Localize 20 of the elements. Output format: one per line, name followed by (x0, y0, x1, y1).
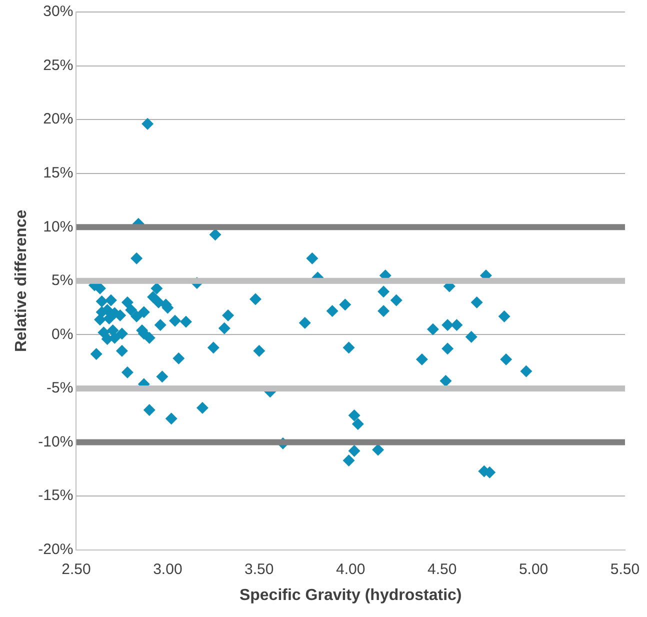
y-tick-label: 0% (52, 326, 74, 343)
x-axis-title: Specific Gravity (hydrostatic) (239, 586, 462, 604)
x-tick-label: 5.50 (610, 560, 640, 578)
x-tick-label: 3.00 (153, 560, 182, 578)
x-tick-label: 2.50 (62, 560, 91, 578)
y-tick-label: 30% (43, 3, 74, 20)
y-tick-label: 5% (52, 272, 74, 290)
y-tick-label: -10% (38, 433, 74, 450)
x-tick-label: 5.00 (518, 560, 548, 578)
y-tick-label: 20% (43, 110, 74, 128)
y-tick-label: 10% (43, 218, 74, 236)
y-tick-label: 25% (43, 56, 74, 74)
y-tick-label: -20% (38, 540, 74, 558)
y-tick-label: -5% (46, 380, 74, 397)
y-tick-label: 15% (43, 164, 74, 182)
y-axis-title: Relative difference (13, 210, 30, 352)
x-tick-label: 4.50 (427, 560, 457, 578)
x-tick-label: 4.00 (336, 560, 366, 578)
y-tick-label: -15% (38, 487, 74, 504)
x-tick-label: 3.50 (244, 560, 274, 578)
